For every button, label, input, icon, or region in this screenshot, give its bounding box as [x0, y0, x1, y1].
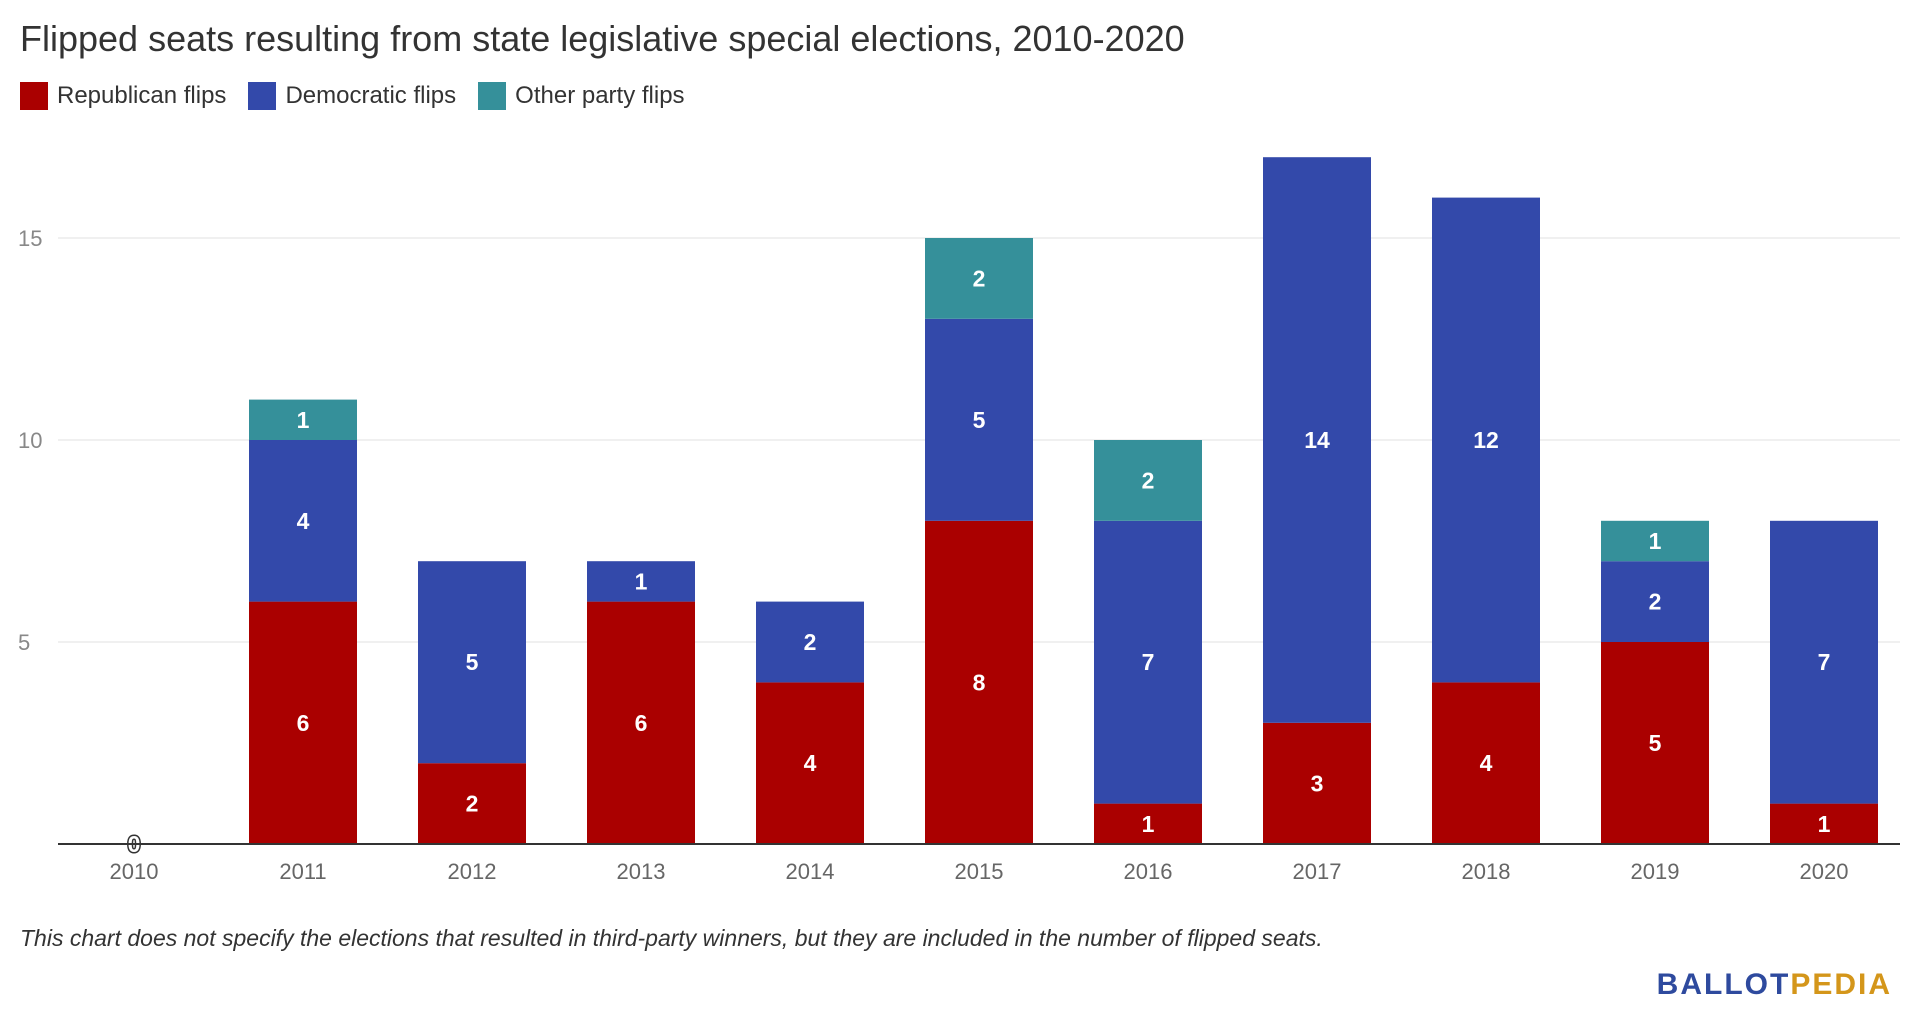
x-tick-label-2012: 2012: [448, 859, 497, 884]
bar-2020-series-0: [1770, 803, 1878, 844]
data-label-2012-series-1: 5: [466, 649, 479, 675]
legend-label-republican: Republican flips: [57, 82, 227, 109]
x-tick-label-2015: 2015: [955, 859, 1004, 884]
bar-2012-series-0: [418, 763, 526, 844]
bar-2015-series-0: [925, 520, 1033, 844]
logo-part-1: BALLOT: [1656, 968, 1791, 1001]
legend-label-other: Other party flips: [515, 82, 685, 109]
x-tick-label-2014: 2014: [786, 859, 835, 884]
y-tick-label-5: 5: [18, 630, 30, 655]
data-label-2018-series-1: 12: [1473, 427, 1499, 453]
data-label-2019-series-1: 2: [1649, 589, 1662, 615]
bar-2016-series-0: [1094, 803, 1202, 844]
data-label-2015-series-2: 2: [973, 265, 986, 291]
data-label-2013-series-0: 6: [635, 710, 648, 736]
x-tick-label-2019: 2019: [1631, 859, 1680, 884]
x-tick-label-2018: 2018: [1462, 859, 1511, 884]
data-label-2015-series-0: 8: [973, 669, 986, 695]
bar-2016-series-1: [1094, 520, 1202, 804]
bar-2019-series-0: [1601, 642, 1709, 844]
bar-2011-series-2: [249, 399, 357, 440]
legend-item-other: Other party flips: [478, 82, 685, 110]
data-label-2011-series-1: 4: [297, 508, 310, 534]
x-tick-label-2013: 2013: [617, 859, 666, 884]
data-label-2016-series-0: 1: [1142, 811, 1155, 837]
data-label-2013-series-1: 1: [635, 568, 648, 594]
bar-2014-series-1: [756, 601, 864, 683]
data-label-2011-series-0: 6: [297, 710, 310, 736]
bar-2018-series-1: [1432, 197, 1540, 683]
bar-2015-series-1: [925, 318, 1033, 521]
y-tick-label-15: 15: [18, 226, 42, 251]
data-label-2011-series-2: 1: [297, 407, 310, 433]
footnote: This chart does not specify the election…: [20, 925, 1323, 951]
bar-2017-series-0: [1263, 722, 1371, 844]
x-tick-label-2020: 2020: [1800, 859, 1849, 884]
legend-swatch-republican: [20, 82, 48, 110]
bar-2020-series-1: [1770, 520, 1878, 804]
chart-title: Flipped seats resulting from state legis…: [20, 18, 1185, 59]
bar-2019-series-2: [1601, 520, 1709, 562]
data-label-2012-series-0: 2: [466, 791, 479, 817]
legend-swatch-democratic: [248, 82, 277, 110]
legend: Republican flips Democratic flips Other …: [20, 82, 707, 110]
data-label-2016-series-1: 7: [1142, 649, 1155, 675]
x-tick-label-2010: 2010: [110, 859, 159, 884]
data-label-2017-series-1: 14: [1304, 427, 1330, 453]
data-label-2014-series-0: 4: [804, 750, 817, 776]
legend-swatch-other: [478, 82, 507, 110]
x-tick-label-2017: 2017: [1293, 859, 1342, 884]
data-label-2014-series-1: 2: [804, 629, 817, 655]
bar-2011-series-0: [249, 601, 357, 844]
logo-part-2: PEDIA: [1790, 968, 1892, 1001]
x-tick-label-2011: 2011: [279, 859, 326, 884]
data-label-2016-series-2: 2: [1142, 467, 1155, 493]
data-label-2019-series-0: 5: [1649, 730, 1662, 756]
legend-item-republican: Republican flips: [20, 82, 226, 110]
bar-2013-series-0: [587, 601, 695, 844]
bar-2017-series-1: [1263, 157, 1371, 723]
bar-2013-series-1: [587, 561, 695, 602]
data-label-2019-series-2: 1: [1649, 528, 1662, 554]
x-tick-label-2016: 2016: [1124, 859, 1173, 884]
y-tick-label-10: 10: [18, 428, 42, 453]
bar-2012-series-1: [418, 561, 526, 764]
bar-2014-series-0: [756, 682, 864, 844]
legend-item-democratic: Democratic flips: [248, 82, 456, 110]
ballotpedia-logo: BALLOTPEDIA: [1657, 968, 1892, 1002]
data-label-2017-series-0: 3: [1311, 770, 1324, 796]
data-label-2015-series-1: 5: [973, 407, 986, 433]
bar-2016-series-2: [1094, 440, 1202, 521]
legend-label-democratic: Democratic flips: [285, 82, 457, 109]
data-label-2018-series-0: 4: [1480, 750, 1493, 776]
bar-2019-series-1: [1601, 561, 1709, 642]
data-label-2020-series-1: 7: [1818, 649, 1831, 675]
bar-2011-series-1: [249, 440, 357, 602]
data-label-2020-series-0: 1: [1818, 811, 1831, 837]
bar-2018-series-0: [1432, 682, 1540, 844]
bar-2015-series-2: [925, 238, 1033, 319]
